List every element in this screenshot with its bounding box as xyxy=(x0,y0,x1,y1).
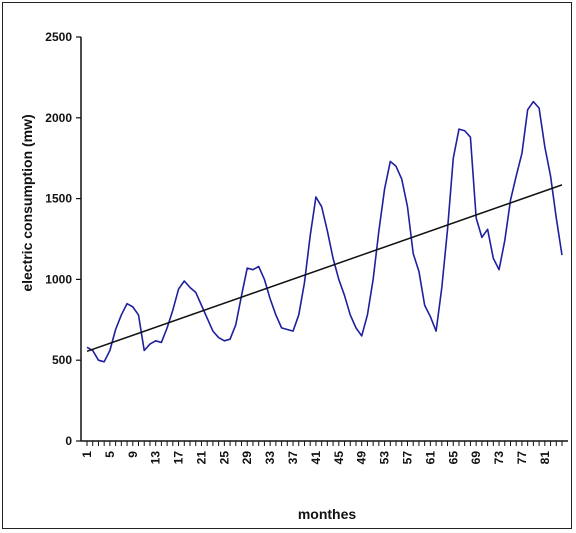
y-tick-label: 2500 xyxy=(45,30,72,44)
x-tick-label: 1 xyxy=(80,451,94,458)
x-tick-label: 81 xyxy=(538,451,552,465)
y-tick-label: 0 xyxy=(65,434,72,448)
x-tick-label: 25 xyxy=(217,451,231,465)
x-tick-label: 49 xyxy=(355,451,369,465)
axes-layer: 0 500 1000 1500 2000 2500 1 5 9 13 17 21 25 29 33 37 41 4… xyxy=(45,30,568,464)
x-tick-label: 5 xyxy=(103,451,117,458)
line-chart: 0 500 1000 1500 2000 2500 1 5 9 13 17 21 25 29 33 37 41 4… xyxy=(19,30,568,522)
x-axis-label: monthes xyxy=(298,506,357,522)
x-tick-label: 65 xyxy=(446,451,460,465)
x-tick-label: 29 xyxy=(240,451,254,465)
x-tick-label: 41 xyxy=(309,451,323,465)
labels-layer: monthes electric consumption (mw) xyxy=(19,114,356,522)
x-tick-label: 77 xyxy=(515,451,529,465)
x-tick-label: 53 xyxy=(378,451,392,465)
series-line-consumption xyxy=(86,100,563,363)
x-tick-label: 13 xyxy=(149,451,163,465)
chart-frame: 0 500 1000 1500 2000 2500 1 5 9 13 17 21 25 29 33 37 41 4… xyxy=(2,2,572,529)
x-tick-label: 73 xyxy=(492,451,506,465)
y-tick-label: 1500 xyxy=(45,192,72,206)
x-tick-label: 9 xyxy=(126,451,140,458)
y-tick-label: 2000 xyxy=(45,111,72,125)
x-tick-label: 17 xyxy=(172,451,186,465)
x-tick-label: 45 xyxy=(332,451,346,465)
y-tick-label: 500 xyxy=(52,353,72,367)
y-axis-label: electric consumption (mw) xyxy=(19,114,35,291)
x-tick-label: 21 xyxy=(194,451,208,465)
x-tick-label: 69 xyxy=(469,451,483,465)
y-tick-label: 1000 xyxy=(45,272,72,286)
series-layer xyxy=(86,100,563,363)
x-tick-label: 57 xyxy=(400,451,414,465)
x-tick-label: 37 xyxy=(286,451,300,465)
series-line-trend xyxy=(86,184,563,353)
x-tick-label: 33 xyxy=(263,451,277,465)
x-tick-label: 61 xyxy=(423,451,437,465)
